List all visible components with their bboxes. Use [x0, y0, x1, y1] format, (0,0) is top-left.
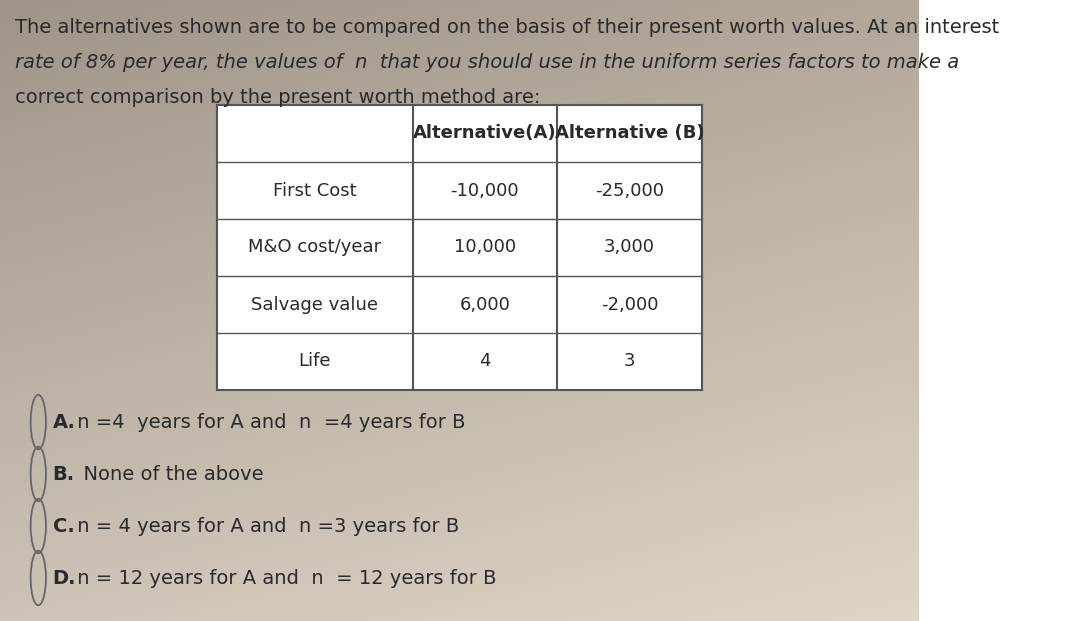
Text: 3: 3: [624, 353, 635, 371]
Text: Salvage value: Salvage value: [252, 296, 378, 314]
Text: None of the above: None of the above: [71, 465, 265, 484]
Bar: [217, 105, 702, 390]
Text: Life: Life: [298, 353, 332, 371]
Text: -25,000: -25,000: [595, 181, 664, 199]
Text: D.: D.: [53, 568, 77, 587]
Text: n =4  years for A and  n  =4 years for B: n =4 years for A and n =4 years for B: [71, 412, 465, 432]
Text: C.: C.: [53, 517, 75, 535]
Text: 6,000: 6,000: [459, 296, 511, 314]
Text: 4: 4: [480, 353, 490, 371]
Text: B.: B.: [53, 465, 75, 484]
Text: rate of 8% per year, the values of  n  that you should use in the uniform series: rate of 8% per year, the values of n tha…: [15, 53, 959, 72]
Text: 10,000: 10,000: [454, 238, 516, 256]
Text: Alternative(A): Alternative(A): [414, 124, 556, 142]
Text: -2,000: -2,000: [600, 296, 659, 314]
Text: n = 4 years for A and  n =3 years for B: n = 4 years for A and n =3 years for B: [71, 517, 460, 535]
Text: Alternative (B): Alternative (B): [555, 124, 704, 142]
Text: -10,000: -10,000: [450, 181, 519, 199]
Text: n = 12 years for A and  n  = 12 years for B: n = 12 years for A and n = 12 years for …: [71, 568, 497, 587]
Text: M&O cost/year: M&O cost/year: [248, 238, 381, 256]
Text: The alternatives shown are to be compared on the basis of their present worth va: The alternatives shown are to be compare…: [15, 18, 1000, 37]
Text: correct comparison by the present worth method are:: correct comparison by the present worth …: [15, 88, 541, 107]
Text: A.: A.: [53, 412, 76, 432]
Text: First Cost: First Cost: [273, 181, 356, 199]
Text: 3,000: 3,000: [604, 238, 656, 256]
